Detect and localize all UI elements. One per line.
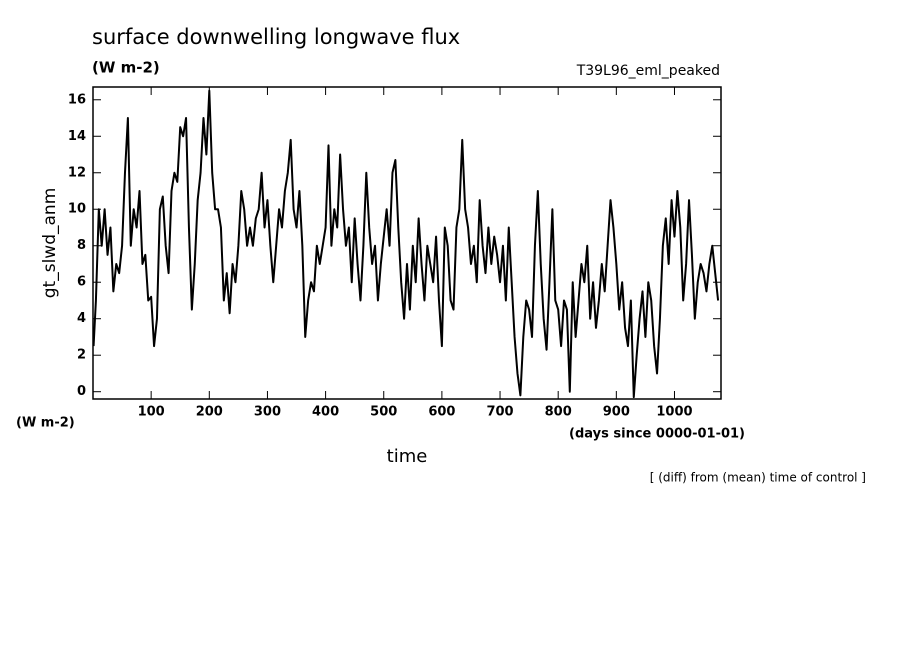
y-tick-label: 4 <box>77 311 86 326</box>
y-tick-label: 14 <box>68 129 86 144</box>
y-tick-label: 6 <box>77 275 86 290</box>
note: [ (diff) from (mean) time of control ] <box>650 471 866 485</box>
units: (W m-2) <box>92 59 160 77</box>
x-tick-label: 900 <box>603 405 630 420</box>
x-units: (days since 0000-01-01) <box>569 427 745 442</box>
y-axis-label: gt_slwd_anm <box>40 188 60 298</box>
y-tick-label: 0 <box>77 384 86 399</box>
x-tick-label: 800 <box>545 405 572 420</box>
y-tick-label: 12 <box>68 165 86 180</box>
x-tick-label: 1000 <box>656 405 692 420</box>
x-axis-label: time <box>387 446 428 467</box>
run-name: T39L96_eml_peaked <box>576 63 720 79</box>
data-line <box>92 89 720 399</box>
y-tick-label: 10 <box>68 202 86 217</box>
x-tick-label: 500 <box>370 405 397 420</box>
x-tick-label: 300 <box>254 405 281 420</box>
x-tick-label: 200 <box>196 405 223 420</box>
x-tick-label: 100 <box>138 405 165 420</box>
plot-frame <box>92 86 722 400</box>
x-tick-label: 700 <box>486 405 513 420</box>
y-units: (W m-2) <box>16 416 75 431</box>
y-tick-label: 16 <box>68 92 86 107</box>
y-tick-label: 8 <box>77 238 86 253</box>
y-tick-label: 2 <box>77 348 86 363</box>
x-tick-label: 400 <box>312 405 339 420</box>
chart-title: surface downwelling longwave flux <box>92 25 460 49</box>
x-tick-label: 600 <box>428 405 455 420</box>
